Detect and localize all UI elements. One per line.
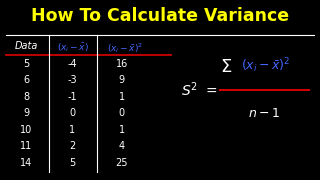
Text: Data: Data (15, 41, 38, 51)
Text: 10: 10 (20, 125, 33, 135)
Text: 1: 1 (118, 125, 125, 135)
Text: How To Calculate Variance: How To Calculate Variance (31, 7, 289, 25)
Text: $(x_i - \bar{x})$: $(x_i - \bar{x})$ (57, 41, 88, 54)
Text: 25: 25 (116, 158, 128, 168)
Text: 4: 4 (118, 141, 125, 151)
Text: 5: 5 (23, 59, 29, 69)
Text: 0: 0 (118, 108, 125, 118)
Text: 9: 9 (23, 108, 29, 118)
Text: $(x_i - \bar{x})^2$: $(x_i - \bar{x})^2$ (241, 57, 291, 75)
Text: -4: -4 (68, 59, 77, 69)
Text: $=$: $=$ (203, 83, 218, 97)
Text: 1: 1 (118, 92, 125, 102)
Text: 9: 9 (118, 75, 125, 86)
Text: -1: -1 (68, 92, 77, 102)
Text: 11: 11 (20, 141, 33, 151)
Text: 16: 16 (116, 59, 128, 69)
Text: $(x_i - \bar{x})^2$: $(x_i - \bar{x})^2$ (107, 41, 143, 55)
Text: 6: 6 (23, 75, 29, 86)
Text: -3: -3 (68, 75, 77, 86)
Text: 2: 2 (69, 141, 76, 151)
Text: $\Sigma$: $\Sigma$ (220, 58, 232, 76)
Text: 5: 5 (69, 158, 76, 168)
Text: $n - 1$: $n - 1$ (248, 107, 280, 120)
Text: 8: 8 (23, 92, 29, 102)
Text: 14: 14 (20, 158, 33, 168)
Text: 0: 0 (69, 108, 76, 118)
Text: 1: 1 (69, 125, 76, 135)
Text: $S^2$: $S^2$ (181, 81, 198, 99)
